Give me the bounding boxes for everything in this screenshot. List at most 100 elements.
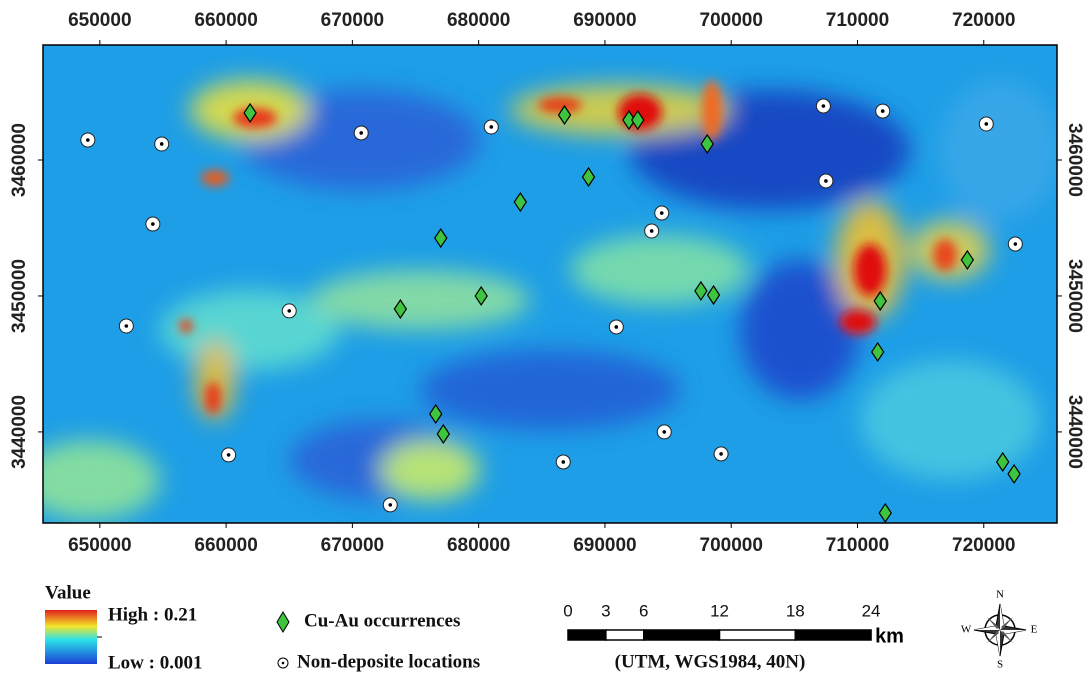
occurrence-diamond [557,104,572,126]
occurrence-diamond [622,109,636,131]
non-deposit-point [154,136,170,152]
x-tick-label-bottom: 680000 [447,535,510,556]
non-deposit-point [221,447,237,463]
non-deposit-point [118,318,134,334]
legend-low: Low : 0.001 [108,652,202,673]
scale-tick-label: 12 [710,601,729,620]
legend-occurrences: Cu-Au occurrences [304,610,460,631]
non-deposit-dot [226,453,231,457]
non-deposit-dot [86,138,90,142]
x-tick-label-top: 710000 [826,10,889,31]
legend-high: High : 0.21 [108,604,197,625]
non-deposit-dot [388,503,393,507]
non-deposit-point [644,223,660,239]
non-deposit-point [281,303,297,319]
non-deposit-dot [287,309,292,313]
x-tick-label-top: 670000 [321,10,384,31]
occurrence-diamond [393,298,408,320]
x-tick-label-top: 720000 [952,10,1015,31]
scale-segment [718,629,797,641]
non-deposit-point [483,119,499,135]
x-tick-label-top: 690000 [573,10,636,31]
non-deposit-dot [662,430,667,434]
y-tick-label-right: 3450000 [1064,259,1085,333]
non-deposit-dot [719,452,723,456]
compass-e: E [1031,624,1038,636]
non-deposit-dot [649,229,654,233]
occurrence-diamond [436,423,451,445]
occurrence-diamond [700,133,714,155]
non-deposit-dot [659,211,664,215]
occurrence-diamond [995,451,1010,473]
non-deposit-point [382,497,398,513]
x-tick-label-bottom: 690000 [573,535,636,556]
scale-tick-label: 18 [786,601,805,620]
x-tick-label-bottom: 720000 [952,535,1015,556]
legend-non-deposits: Non-deposite locations [297,651,480,672]
non-deposit-dot [984,122,989,126]
non-deposit-dot [1013,242,1018,246]
non-deposit-point [654,205,670,221]
non-deposit-dot [880,109,885,113]
non-deposit-dot [614,325,619,329]
x-tick-label-bottom: 660000 [194,535,257,556]
occurrence-diamond [694,280,708,302]
scale-segment [794,629,872,641]
scale-segment [567,629,607,641]
legend-circle-dot [281,661,285,665]
non-deposit-point [818,173,834,189]
scale-tick-label: 3 [601,601,610,620]
occurrence-diamond [513,191,528,213]
compass-n: N [996,589,1004,601]
non-deposit-point [815,98,831,114]
scale-tick-label: 0 [563,601,572,620]
non-deposit-dot [561,460,566,464]
y-tick-label-left: 3460000 [9,123,30,197]
non-deposit-dot [359,131,364,135]
scale-unit: km [875,625,904,647]
x-tick-label-top: 650000 [68,10,131,31]
y-tick-label-right: 3440000 [1064,395,1085,469]
map-frame [42,44,1058,524]
occurrence-diamond [474,285,488,307]
x-tick-label-bottom: 700000 [700,535,763,556]
x-tick-label-top: 660000 [194,10,257,31]
occurrence-diamond [1007,463,1021,485]
occurrence-diamond [878,502,892,524]
occurrence-diamond [960,249,975,271]
y-tick-label-left: 3450000 [9,259,30,333]
scale-tick-label: 24 [862,601,881,620]
scale-segment [643,629,721,641]
occurrence-diamond [873,290,887,312]
occurrence-diamond [706,284,721,306]
legend-title: Value [45,582,91,603]
occurrence-diamond [243,102,257,124]
non-deposit-dot [159,142,164,146]
compass: N S E W [961,589,1038,671]
non-deposit-dot [124,324,129,328]
x-tick-label-top: 700000 [700,10,763,31]
non-deposit-point [145,216,161,232]
occurrence-diamond [631,109,645,131]
non-deposit-point [1007,236,1023,252]
heatmap [43,45,1057,523]
non-deposit-point [353,125,369,141]
non-deposit-point [555,454,571,470]
non-deposit-dot [489,125,494,129]
occurrence-diamond [581,166,596,188]
legend-diamond [276,611,290,633]
non-deposit-point [875,103,891,119]
x-tick-label-bottom: 710000 [826,535,889,556]
compass-w: W [961,624,972,636]
non-deposit-point [608,319,624,335]
non-deposit-point [656,424,672,440]
scale-segment [605,629,645,641]
non-deposit-dot [821,104,826,108]
x-tick-label-bottom: 670000 [321,535,384,556]
compass-s: S [997,659,1003,671]
non-deposit-dot [151,222,155,226]
non-deposit-dot [824,179,828,183]
occurrence-diamond [434,227,448,249]
non-deposit-point [978,116,994,132]
